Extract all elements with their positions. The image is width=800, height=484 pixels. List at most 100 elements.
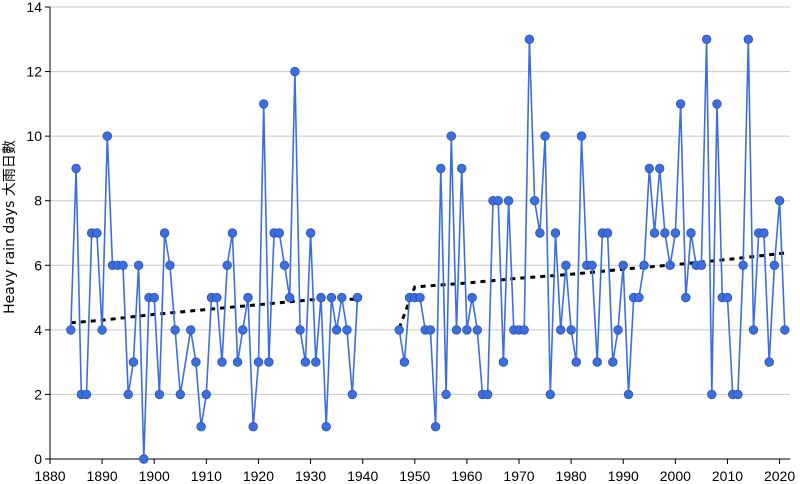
data-point-1978	[556, 325, 566, 335]
data-point-1901	[154, 389, 165, 400]
y-tick-label: 10	[26, 128, 42, 144]
data-point-1975	[540, 131, 550, 141]
data-point-1947	[394, 325, 404, 335]
data-point-1889	[92, 228, 102, 238]
axes	[45, 6, 790, 464]
data-point-1902	[159, 228, 170, 238]
data-point-2007	[707, 389, 717, 400]
data-point-1955	[436, 163, 446, 174]
data-point-2019	[769, 260, 780, 271]
data-point-1937	[342, 325, 352, 335]
y-tick-label: 2	[34, 386, 42, 402]
data-point-1967	[498, 357, 509, 367]
data-point-1994	[639, 260, 649, 271]
data-point-1961	[467, 292, 477, 303]
data-point-2021	[780, 325, 790, 335]
data-point-1905	[175, 389, 186, 400]
data-point-1915	[227, 228, 238, 238]
data-point-1984	[587, 260, 597, 271]
data-point-1919	[248, 422, 258, 432]
data-point-1936	[337, 292, 347, 303]
data-point-1979	[561, 260, 571, 271]
x-tick-label: 1950	[399, 468, 430, 484]
data-point-1993	[634, 292, 644, 303]
data-point-1980	[566, 325, 576, 335]
data-point-1927	[290, 66, 300, 77]
data-point-1951	[415, 292, 425, 303]
data-point-1939	[352, 292, 363, 303]
data-point-1931	[311, 357, 321, 367]
x-tick-label: 1890	[87, 468, 118, 484]
data-point-1997	[655, 163, 665, 174]
data-point-1966	[493, 195, 503, 206]
data-point-1925	[279, 260, 290, 271]
data-point-2003	[686, 228, 696, 238]
data-point-2018	[764, 357, 774, 367]
data-point-2014	[743, 34, 754, 45]
data-point-1909	[196, 422, 206, 432]
data-point-1932	[316, 292, 326, 303]
data-point-1887	[81, 389, 92, 400]
data-point-1976	[545, 389, 556, 400]
data-point-1974	[535, 228, 545, 238]
data-point-1990	[618, 260, 628, 271]
data-point-1895	[123, 389, 133, 400]
data-point-1972	[524, 34, 535, 45]
data-point-1918	[243, 292, 253, 303]
data-point-1896	[128, 357, 139, 367]
data-point-1964	[483, 389, 493, 400]
data-point-1960	[462, 325, 472, 335]
data-point-1933	[321, 422, 331, 432]
data-point-1989	[613, 325, 623, 335]
data-point-1998	[660, 228, 670, 238]
data-point-1924	[274, 228, 285, 238]
data-point-1988	[608, 357, 618, 367]
data-point-1921	[259, 99, 269, 109]
data-point-1962	[472, 325, 483, 335]
y-tick-label: 12	[26, 64, 42, 80]
x-tick-label: 1930	[295, 468, 326, 484]
data-point-1938	[347, 389, 358, 400]
data-point-2008	[712, 99, 722, 109]
y-tick-label: 4	[34, 322, 42, 338]
data-point-1922	[264, 357, 274, 367]
x-tick-label: 1980	[556, 468, 587, 484]
data-point-1957	[446, 131, 457, 141]
x-tick-label: 2020	[764, 468, 795, 484]
data-point-2012	[733, 389, 743, 400]
x-tick-label: 1880	[34, 468, 65, 484]
x-tick-label: 1920	[243, 468, 274, 484]
y-axis-title: Heavy rain days 大雨日數	[2, 140, 18, 314]
x-tick-label: 1910	[191, 468, 222, 484]
data-point-1897	[133, 260, 144, 271]
data-point-1953	[425, 325, 436, 335]
data-point-1904	[170, 325, 180, 335]
data-point-1948	[399, 357, 410, 367]
data-point-1968	[503, 195, 514, 206]
data-point-1996	[649, 228, 660, 238]
data-point-1885	[71, 163, 81, 174]
data-point-1910	[201, 389, 212, 400]
data-point-2006	[701, 34, 712, 45]
data-point-1991	[623, 389, 634, 400]
data-point-1926	[285, 292, 295, 303]
data-point-1973	[529, 195, 540, 206]
data-point-1907	[185, 325, 196, 335]
data-point-1954	[430, 422, 441, 432]
data-point-1956	[441, 389, 451, 400]
annual-line	[398, 38, 786, 428]
data-point-1894	[118, 260, 128, 271]
data-point-1908	[191, 357, 201, 367]
y-tick-label: 14	[26, 0, 42, 15]
data-point-1934	[326, 292, 337, 303]
data-point-1929	[300, 357, 311, 367]
y-tick-label: 6	[34, 257, 42, 273]
data-point-1982	[576, 131, 587, 141]
y-tick-label: 0	[34, 451, 42, 467]
x-tick-label: 1990	[608, 468, 639, 484]
x-tick-label: 2000	[660, 468, 691, 484]
x-tick-label: 1970	[503, 468, 534, 484]
x-tick-label: 1940	[347, 468, 378, 484]
data-point-1971	[519, 325, 529, 335]
